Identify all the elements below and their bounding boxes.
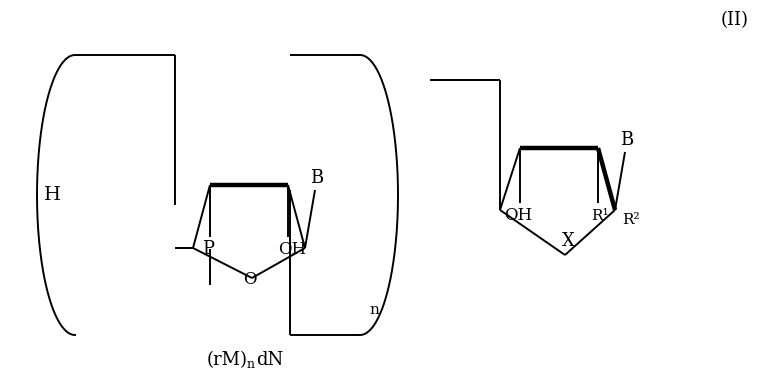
Text: OH: OH	[504, 208, 532, 225]
Text: n: n	[247, 359, 255, 371]
Text: dN: dN	[257, 351, 284, 369]
Text: O: O	[243, 270, 257, 288]
Text: B: B	[620, 131, 634, 149]
Text: R¹: R¹	[591, 209, 609, 223]
Text: OH: OH	[278, 241, 306, 258]
Text: n: n	[369, 303, 379, 317]
Text: X: X	[562, 232, 574, 250]
Text: H: H	[43, 186, 60, 204]
Text: (II): (II)	[721, 11, 749, 29]
Text: P: P	[202, 240, 214, 258]
Text: R²: R²	[622, 213, 640, 227]
Text: (rM): (rM)	[206, 351, 247, 369]
Text: B: B	[310, 169, 324, 187]
